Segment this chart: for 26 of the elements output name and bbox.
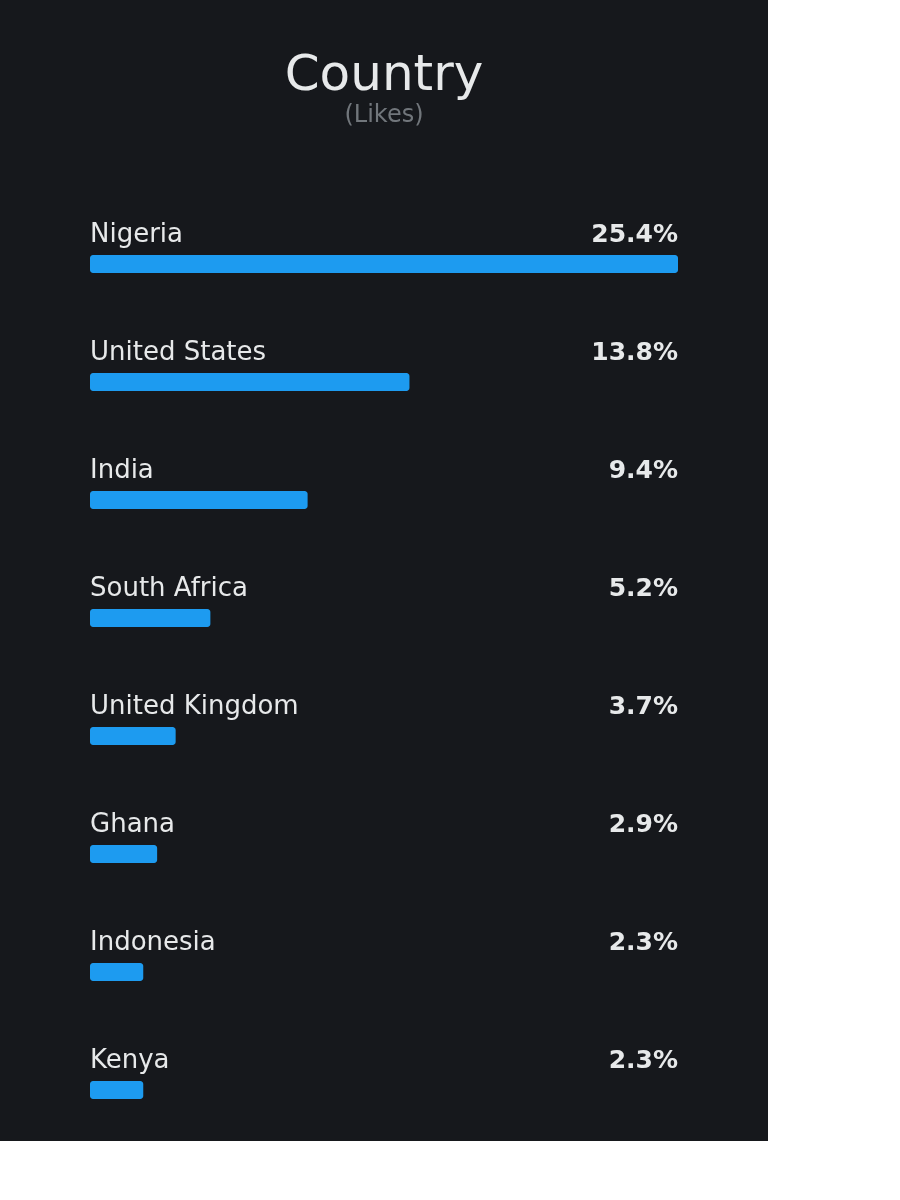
- bar: [90, 727, 176, 745]
- data-label: 2.3%: [608, 927, 678, 956]
- y-tick-label: India: [90, 454, 154, 484]
- data-label: 2.3%: [608, 1045, 678, 1074]
- data-label: 5.2%: [608, 573, 678, 602]
- data-label: 3.7%: [608, 691, 678, 720]
- bar: [90, 255, 678, 273]
- bar: [90, 1081, 144, 1099]
- y-tick-label: Kenya: [90, 1044, 170, 1074]
- data-label: 25.4%: [591, 219, 678, 248]
- y-tick-label: United States: [90, 336, 267, 366]
- y-tick-label: South Africa: [90, 572, 248, 602]
- chart-subtitle: (Likes): [344, 100, 424, 128]
- y-tick-label: United Kingdom: [90, 690, 299, 720]
- data-label: 9.4%: [608, 455, 678, 484]
- bar: [90, 963, 144, 981]
- y-tick-label: Nigeria: [90, 218, 184, 248]
- data-label: 2.9%: [608, 809, 678, 838]
- data-label: 13.8%: [591, 337, 678, 366]
- chart-title: Country: [284, 44, 484, 102]
- bar: [90, 845, 158, 863]
- bar: [90, 373, 410, 391]
- y-tick-label: Ghana: [90, 808, 175, 838]
- y-tick-label: Indonesia: [90, 926, 216, 956]
- bar: [90, 491, 308, 509]
- bar: [90, 609, 211, 627]
